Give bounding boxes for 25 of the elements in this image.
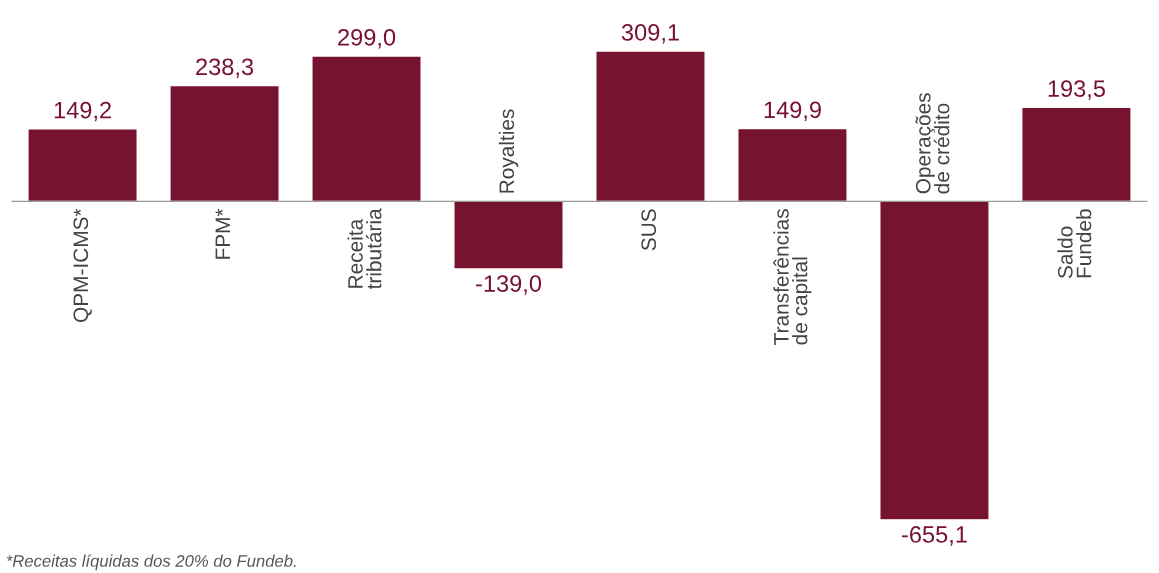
data-label: 309,1: [621, 24, 679, 44]
data-label: -655,1: [902, 526, 967, 546]
data-label: 149,9: [764, 101, 821, 121]
x-tick-label: FPM*: [215, 208, 230, 259]
bar: [311, 55, 422, 203]
bar: [595, 50, 706, 203]
x-tick-label: QPM-ICMS*: [73, 208, 92, 322]
x-tick-label: Royalties: [498, 109, 519, 193]
data-label: 299,0: [338, 28, 396, 49]
x-tick-label: Operações de crédito: [915, 93, 950, 194]
text: *Receitas líquidas dos 20% do Fundeb.: [6, 554, 296, 571]
data-label: 149,2: [54, 101, 111, 122]
bar: [453, 200, 564, 270]
data-label: 238,3: [196, 58, 254, 78]
data-label: 193,5: [1048, 80, 1105, 100]
x-tick-label: Transferências de capital: [773, 209, 812, 345]
x-tick-label: Saldo Fundeb: [1057, 209, 1092, 279]
bar: [27, 128, 138, 203]
bar: [737, 127, 848, 203]
x-tick-label: SUS: [641, 209, 657, 251]
data-label: -139,0: [476, 275, 542, 295]
bar: [169, 84, 280, 203]
bar: [1021, 106, 1132, 203]
bar: [879, 200, 990, 521]
x-tick-label: Receita tributária: [347, 208, 382, 290]
